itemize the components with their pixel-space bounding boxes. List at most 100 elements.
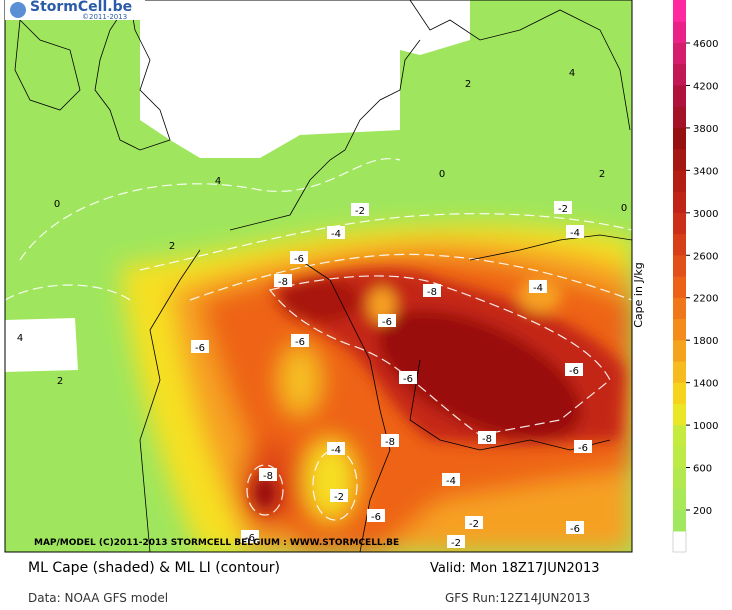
colorbar-tick-label: 4200 <box>693 81 718 92</box>
colorbar-tick-label: 3000 <box>693 209 718 220</box>
contour-label: -4 <box>331 445 341 456</box>
contour-label: -6 <box>371 512 381 523</box>
contour-label-box <box>478 431 496 444</box>
contour-label-box <box>290 251 308 264</box>
colorbar-segment <box>673 127 686 150</box>
contour-label: -2 <box>451 538 461 549</box>
colorbar-segment <box>673 488 686 511</box>
colorbar-segment <box>673 254 686 277</box>
contour-label: -8 <box>482 434 492 445</box>
colorbar-tick-label: 1000 <box>693 421 718 432</box>
colorbar-segment <box>673 169 686 192</box>
contour-label: -8 <box>427 287 437 298</box>
colorbar-segment <box>673 63 686 86</box>
logo: StormCell.be ©2011-2013 <box>5 0 145 21</box>
contour-label: 2 <box>599 169 605 180</box>
contour-label: -4 <box>533 283 543 294</box>
contour-label: 4 <box>215 176 221 187</box>
footer-run: GFS Run:12Z14JUN2013 <box>445 591 590 605</box>
contour-label-box <box>447 535 465 548</box>
contour-label: -6 <box>245 533 255 544</box>
contour-label-box <box>399 371 417 384</box>
contour-label: -2 <box>355 206 365 217</box>
contour-label-box <box>327 226 345 239</box>
contour-label-box <box>465 516 483 529</box>
colorbar-segment <box>673 212 686 235</box>
colorbar-tick-label: 1800 <box>693 336 718 347</box>
footer-valid: Valid: Mon 18Z17JUN2013 <box>430 561 600 576</box>
contour-label: -6 <box>403 374 413 385</box>
map: 0 4 2 2 4 0 2 0 -2 -2 -4 -4 -6 -8 -8 -4 -6 -6 -6 -6 -6 4 2 -8 -6… <box>5 0 632 552</box>
contour-label-box <box>367 509 385 522</box>
contour-label-box <box>566 521 584 534</box>
contour-label: -6 <box>295 337 305 348</box>
contour-label: 0 <box>439 169 445 180</box>
contour-label-box <box>327 442 345 455</box>
colorbar-tick-label: 2600 <box>693 251 718 262</box>
contour-label-box <box>574 440 592 453</box>
contour-label-box <box>191 340 209 353</box>
contour-label: -6 <box>569 366 579 377</box>
contour-label: -6 <box>195 343 205 354</box>
contour-label: 2 <box>169 241 175 252</box>
contour-label: -4 <box>446 476 456 487</box>
colorbar-tick-label: 3800 <box>693 124 718 135</box>
contour-label: -6 <box>578 443 588 454</box>
map-credit: MAP/MODEL (C)2011-2013 STORMCELL BELGIUM… <box>34 538 399 548</box>
colorbar-segment <box>673 84 686 107</box>
colorbar-segment <box>673 509 686 532</box>
map-frame <box>4 0 633 553</box>
colorbar-segment <box>673 191 686 213</box>
contour-label-box <box>351 203 369 216</box>
colorbar-segment <box>673 148 686 171</box>
colorbar-tick-label: 3400 <box>693 166 718 177</box>
colorbar-tick-label: 200 <box>693 506 712 517</box>
colorbar-segment <box>673 106 686 128</box>
colorbar-tick-label: 600 <box>693 464 712 475</box>
contour-label-box <box>442 473 460 486</box>
contour-label-box <box>423 284 441 297</box>
colorbar-segment <box>673 403 686 426</box>
colorbar-segment <box>673 467 686 490</box>
contour-label: -8 <box>385 437 395 448</box>
colorbar-segment <box>673 318 686 341</box>
logo-name: StormCell.be <box>30 0 132 15</box>
contour-label: -6 <box>382 317 392 328</box>
contour-label: -4 <box>331 229 341 240</box>
colorbar-segment <box>673 21 686 43</box>
colorbar-segment <box>673 42 686 65</box>
contour-label-box <box>381 434 399 447</box>
contour-label: -2 <box>334 492 344 503</box>
contour-label-box <box>529 280 547 293</box>
contour-label-box <box>378 314 396 327</box>
contour-label: 4 <box>569 68 575 79</box>
colorbar-segment <box>673 446 686 468</box>
contour-label: -8 <box>263 471 273 482</box>
colorbar-tick-label: 1400 <box>693 379 718 390</box>
contour-label: 0 <box>621 203 627 214</box>
contour-label: -2 <box>469 519 479 530</box>
footer-data: Data: NOAA GFS model <box>28 591 168 605</box>
colorbar-tick-label: 2200 <box>693 294 718 305</box>
footer-title: ML Cape (shaded) & ML LI (contour) <box>28 560 280 576</box>
contour-label-box <box>330 489 348 502</box>
colorbar-segment <box>673 382 686 405</box>
contour-label: 2 <box>465 79 471 90</box>
contour-label-box <box>565 363 583 376</box>
colorbar-label: Cape in J/kg <box>632 262 645 328</box>
colorbar-segment <box>673 424 686 447</box>
logo-copyright: ©2011-2013 <box>82 13 127 21</box>
contour-label: -6 <box>570 524 580 535</box>
contour-label: 2 <box>57 376 63 387</box>
contour-label: -4 <box>570 228 580 239</box>
contour-label: -2 <box>558 204 568 215</box>
colorbar-segment <box>673 297 686 320</box>
colorbar: 200 600 1000 1400 1800 2200 2600 3000 3400 3800 42… <box>672 0 718 553</box>
contour-label-box <box>291 334 309 347</box>
colorbar-segment <box>673 361 686 383</box>
contour-label-box <box>274 274 292 287</box>
contour-label: -8 <box>278 277 288 288</box>
contour-label: -6 <box>294 254 304 265</box>
contour-label-box <box>241 530 259 543</box>
